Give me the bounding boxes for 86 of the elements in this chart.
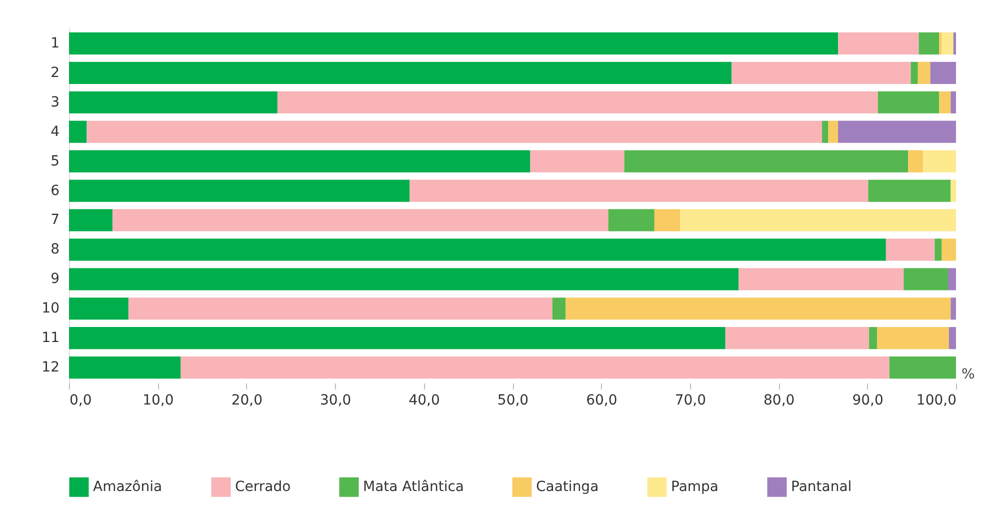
y-tick-label: 5 xyxy=(50,153,60,170)
bar xyxy=(69,180,410,202)
bar xyxy=(822,120,828,143)
bar xyxy=(69,209,112,232)
legend-label: Caatinga xyxy=(536,479,599,496)
bar xyxy=(69,327,726,350)
bar xyxy=(69,120,87,143)
bar xyxy=(680,209,956,232)
bar xyxy=(828,120,838,143)
x-tick-label: 70,0 xyxy=(674,392,706,408)
bar xyxy=(904,268,948,290)
bar xyxy=(69,32,838,55)
y-tick-label: 3 xyxy=(50,94,60,110)
bar xyxy=(69,356,181,379)
bar xyxy=(732,62,911,84)
y-tick-label: 12 xyxy=(42,360,60,376)
bar xyxy=(930,62,956,84)
bar xyxy=(869,327,878,350)
bar xyxy=(939,91,951,114)
y-tick-label: 1 xyxy=(50,35,60,52)
bar xyxy=(910,62,918,84)
bar xyxy=(725,327,870,350)
x-tick-label: 80,0 xyxy=(764,392,795,408)
bar xyxy=(69,238,886,261)
bar xyxy=(948,268,956,290)
bar xyxy=(918,62,930,84)
legend-label: Amazônia xyxy=(93,479,162,496)
x-tick-label: 60,0 xyxy=(586,392,618,408)
bar xyxy=(566,298,951,320)
bar xyxy=(918,32,940,55)
x-tick-label: 40,0 xyxy=(408,392,440,408)
y-tick-label: 10 xyxy=(42,300,60,317)
y-tick-label: 7 xyxy=(50,212,60,228)
bar xyxy=(654,209,680,232)
bar xyxy=(552,298,566,320)
y-tick-label: 8 xyxy=(50,242,60,258)
x-tick-label: 0,0 xyxy=(70,392,92,408)
bar xyxy=(939,32,942,55)
bar xyxy=(410,180,868,202)
bar xyxy=(942,32,954,55)
bar xyxy=(877,327,949,350)
bar xyxy=(112,209,608,232)
legend-label: Mata Atlântica xyxy=(363,479,464,496)
bar xyxy=(69,91,278,114)
bar xyxy=(908,150,924,172)
y-tick-label: 11 xyxy=(42,330,60,346)
x-tick-label: 50,0 xyxy=(497,392,529,408)
x-tick-label: 90,0 xyxy=(852,392,884,408)
legend-label: Pantanal xyxy=(791,479,852,496)
bar xyxy=(69,298,128,320)
bar xyxy=(878,91,940,114)
bar xyxy=(886,238,935,261)
bar xyxy=(277,91,878,114)
bar xyxy=(934,238,942,261)
x-tick-label: 30,0 xyxy=(320,392,352,408)
bar xyxy=(69,62,732,84)
y-tick-label: 9 xyxy=(50,271,60,288)
bar xyxy=(608,209,654,232)
bar xyxy=(923,150,956,172)
bar xyxy=(69,268,739,290)
bar xyxy=(69,150,530,172)
legend-label: Cerrado xyxy=(235,479,291,496)
y-tick-label: 6 xyxy=(50,182,60,199)
bar xyxy=(953,32,956,55)
bar xyxy=(889,356,956,379)
bar xyxy=(868,180,951,202)
bar xyxy=(530,150,624,172)
x-tick-label: 20,0 xyxy=(231,392,262,408)
bar xyxy=(86,120,822,143)
bar xyxy=(128,298,552,320)
bar xyxy=(624,150,908,172)
x-tick-label: 10,0 xyxy=(142,392,174,408)
legend-label: Pampa xyxy=(671,479,718,496)
bar xyxy=(942,238,956,261)
bar xyxy=(180,356,890,379)
y-tick-label: 2 xyxy=(50,64,60,81)
x-axis-title: % xyxy=(962,366,975,382)
bar xyxy=(950,298,956,320)
bar xyxy=(948,327,956,350)
bar xyxy=(950,180,956,202)
bar xyxy=(838,120,956,143)
bar xyxy=(738,268,904,290)
y-tick-label: 4 xyxy=(50,124,60,140)
bar xyxy=(950,91,956,114)
x-tick-label: 100,0 xyxy=(916,392,956,408)
bar xyxy=(838,32,919,55)
